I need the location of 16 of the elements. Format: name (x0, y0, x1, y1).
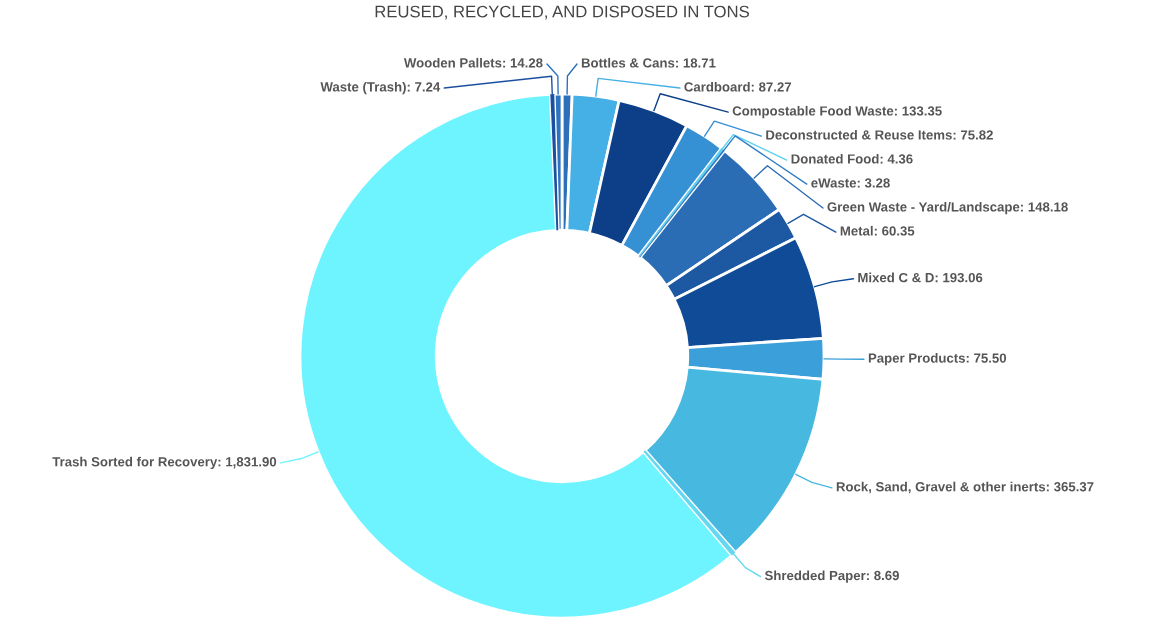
slice-label: Deconstructed & Reuse Items: 75.82 (766, 129, 993, 140)
slice-label: Cardboard: 87.27 (684, 81, 792, 92)
slice-label: Trash Sorted for Recovery: 1,831.90 (52, 456, 277, 470)
slice-label: Rock, Sand, Gravel & other inerts: 365.37 (836, 481, 1094, 494)
slice-label: Waste (Trash): 7.24 (320, 81, 441, 95)
slice-label: Green Waste - Yard/Landscape: 148.18 (827, 201, 1068, 215)
slice-label: Metal: 60.35 (840, 225, 915, 236)
slice-label: Compostable Food Waste: 133.35 (732, 105, 942, 119)
slice-label: Paper Products: 75.50 (868, 353, 1007, 366)
slice-label: eWaste: 3.28 (811, 178, 890, 188)
slice-label: Wooden Pallets: 14.28 (403, 57, 543, 68)
chart-title: REUSED, RECYCLED, AND DISPOSED IN TONS (375, 5, 749, 20)
slice-label: Shredded Paper: 8.69 (764, 570, 899, 583)
slice-label: Mixed C & D: 193.06 (858, 272, 983, 283)
slice-label: Bottles & Cans: 18.71 (581, 57, 716, 68)
slice-label: Donated Food: 4.36 (791, 153, 913, 164)
